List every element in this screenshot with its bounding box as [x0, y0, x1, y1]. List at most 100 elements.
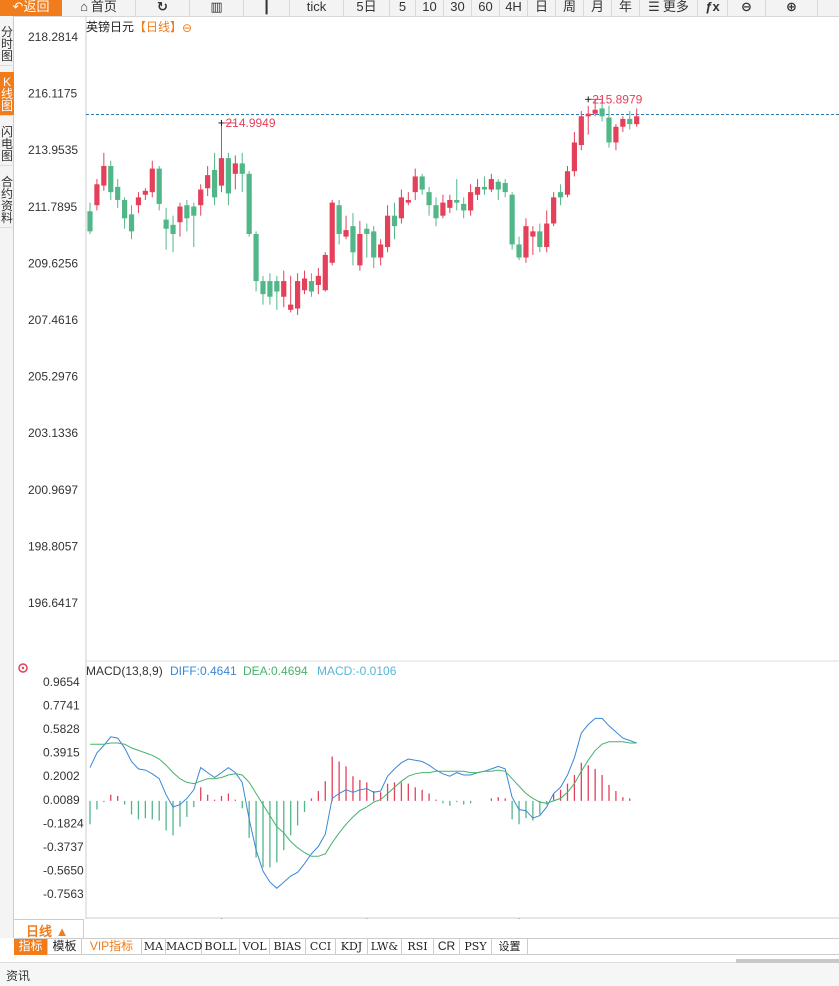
- chart-area: 214.9949 215.8979 218.2814 216.1175 213.953…: [18, 16, 839, 919]
- toolbar-label: 日: [534, 0, 548, 14]
- candle-body: [281, 281, 287, 297]
- candle-body: [239, 163, 245, 174]
- toolbar-item-refresh[interactable]: ↻: [136, 0, 190, 16]
- macd-y-tick-label: -0.7563: [43, 887, 84, 901]
- axis-labels: 218.2814 216.1175 213.9535 211.7895 209.6256…: [28, 30, 520, 919]
- toolbar-label: tick: [306, 0, 327, 14]
- candle-body: [578, 116, 584, 146]
- y-tick-label: 209.6256: [28, 256, 78, 270]
- toolbar-item-fx[interactable]: ƒx: [698, 0, 728, 16]
- indicator-tab-0[interactable]: 指标: [14, 939, 48, 955]
- indicator-tab-2[interactable]: VIP指标: [82, 939, 142, 955]
- macd-panel: [89, 717, 637, 889]
- candle-body: [336, 205, 342, 234]
- toolbar-item-btn-4[interactable]: tick: [290, 0, 344, 16]
- toolbar-item-btn-7[interactable]: 10: [416, 0, 444, 16]
- toolbar-item-menu[interactable]: ☰ 更多: [640, 0, 698, 16]
- period-selector[interactable]: 日线 ▲: [14, 919, 84, 939]
- indicator-tab-14[interactable]: 设置: [492, 939, 528, 955]
- candle-body: [371, 231, 377, 258]
- candlestick-icon: ┃: [262, 0, 271, 14]
- toolbar-label: 5: [398, 0, 407, 14]
- left-tab-3[interactable]: 合约资料: [0, 172, 14, 228]
- left-tab-bar: 分时图 K线图闪电图合约资料: [0, 16, 14, 938]
- candle-body: [419, 176, 425, 190]
- toolbar-label: 4H: [505, 0, 522, 14]
- toolbar-item-btn-8[interactable]: 30: [444, 0, 472, 16]
- indicator-tab-11[interactable]: RSI: [402, 939, 434, 955]
- indicator-tab-10[interactable]: LW&: [368, 939, 402, 955]
- dea-line: [90, 741, 637, 857]
- macd-macd-value: MACD:-0.0106: [317, 664, 397, 678]
- left-tab-0[interactable]: 分时图: [0, 22, 14, 66]
- toolbar-item-btn-14[interactable]: 年: [612, 0, 640, 16]
- back-button[interactable]: ↶返回: [0, 0, 62, 16]
- toolbar-item-btn-5[interactable]: 5日: [344, 0, 390, 16]
- settings-gear-icon[interactable]: [18, 663, 28, 673]
- chart-period[interactable]: 【日线】: [134, 20, 182, 34]
- top-toolbar: ↶返回 ⌂ 首页 ↻ ▥ ┃ tick 5日 5 10 30 60 4H 日周月年 ☰ 更多 ƒx ⊖ ⊕: [0, 0, 839, 17]
- candle-body: [454, 199, 460, 203]
- refresh-icon: ↻: [157, 0, 168, 14]
- candle-body: [315, 275, 321, 285]
- zoom-out-icon: ⊖: [741, 0, 752, 14]
- news-tab[interactable]: 资讯: [6, 969, 31, 983]
- y-tick-label: 200.9697: [28, 483, 78, 497]
- indicator-tab-5[interactable]: BOLL: [202, 939, 240, 955]
- collapse-toggle-icon[interactable]: ⊖: [182, 21, 192, 35]
- macd-y-tick-label: 0.2002: [43, 769, 80, 783]
- indicator-tab-9[interactable]: KDJ: [336, 939, 368, 955]
- toolbar-item-zoom-out[interactable]: ⊖: [728, 0, 766, 16]
- candle-body: [551, 197, 557, 224]
- candle-body: [405, 199, 411, 203]
- candle-body: [502, 182, 508, 193]
- grid: [85, 16, 839, 919]
- candle-body: [398, 197, 404, 219]
- candle-body: [440, 202, 446, 216]
- candle-body: [509, 194, 515, 245]
- left-tab-2[interactable]: 闪电图: [0, 122, 14, 166]
- indicator-tab-7[interactable]: BIAS: [270, 939, 306, 955]
- y-tick-label: 207.4616: [28, 313, 78, 327]
- indicator-tab-6[interactable]: VOL: [240, 939, 270, 955]
- candle-body: [156, 168, 162, 204]
- toolbar-item-bar-chart[interactable]: ▥: [190, 0, 244, 16]
- candle-body: [274, 281, 280, 292]
- indicator-tab-12[interactable]: CR: [434, 939, 460, 955]
- indicator-tab-3[interactable]: MA: [142, 939, 166, 955]
- candle-body: [495, 181, 501, 190]
- candle-body: [170, 224, 176, 234]
- toolbar-item-zoom-in[interactable]: ⊕: [766, 0, 818, 16]
- candle-body: [184, 205, 190, 219]
- indicator-tab-4[interactable]: MACD: [166, 939, 203, 955]
- indicator-tab-1[interactable]: 模板: [48, 939, 82, 955]
- horizontal-scrollbar[interactable]: [736, 959, 839, 963]
- indicator-tab-13[interactable]: PSY: [460, 939, 492, 955]
- candle-body: [544, 223, 550, 248]
- toolbar-item-btn-10[interactable]: 4H: [500, 0, 528, 16]
- y-tick-label: 196.6417: [28, 596, 78, 610]
- left-tab-1[interactable]: K线图: [0, 72, 14, 116]
- candle-body: [627, 118, 633, 125]
- candle-body: [468, 192, 474, 211]
- toolbar-item-btn-13[interactable]: 月: [584, 0, 612, 16]
- toolbar-item-btn-9[interactable]: 60: [472, 0, 500, 16]
- candle-body: [599, 108, 605, 117]
- candle-body: [523, 226, 529, 258]
- menu-icon: ☰: [648, 0, 660, 14]
- toolbar-item-candlestick[interactable]: ┃: [244, 0, 290, 16]
- candle-body: [149, 168, 155, 193]
- toolbar-item-home[interactable]: ⌂ 首页: [62, 0, 136, 16]
- back-label: 返回: [23, 0, 50, 14]
- candle-body: [301, 278, 308, 291]
- toolbar-item-btn-11[interactable]: 日: [528, 0, 556, 16]
- toolbar-label: 年: [618, 0, 632, 14]
- candle-body: [308, 281, 315, 292]
- candle-body: [211, 169, 218, 198]
- toolbar-item-btn-12[interactable]: 周: [556, 0, 584, 16]
- indicator-tab-8[interactable]: CCI: [306, 939, 336, 955]
- candle-body: [329, 202, 335, 263]
- macd-dea-value: DEA:0.4694: [243, 664, 308, 678]
- candle-body: [122, 199, 128, 219]
- toolbar-item-btn-6[interactable]: 5: [390, 0, 416, 16]
